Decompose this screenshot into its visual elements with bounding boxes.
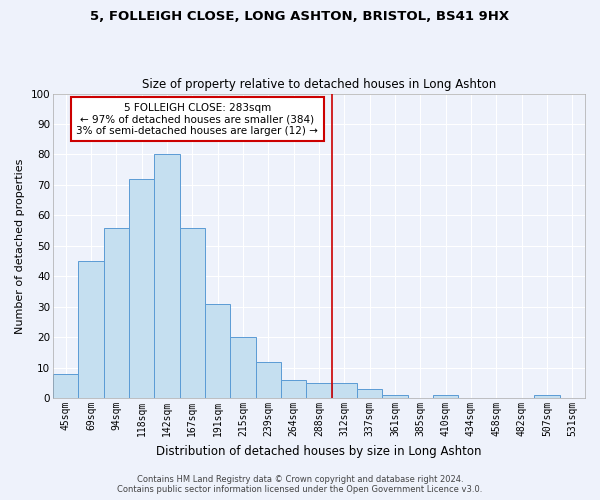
Y-axis label: Number of detached properties: Number of detached properties bbox=[15, 158, 25, 334]
Bar bbox=[154, 154, 179, 398]
Bar bbox=[129, 179, 154, 398]
Bar bbox=[281, 380, 307, 398]
Bar bbox=[307, 383, 332, 398]
Text: Contains HM Land Registry data © Crown copyright and database right 2024.
Contai: Contains HM Land Registry data © Crown c… bbox=[118, 474, 482, 494]
Bar bbox=[357, 389, 382, 398]
Bar bbox=[382, 395, 407, 398]
Bar bbox=[78, 261, 104, 398]
Bar bbox=[332, 383, 357, 398]
X-axis label: Distribution of detached houses by size in Long Ashton: Distribution of detached houses by size … bbox=[156, 444, 482, 458]
Bar bbox=[256, 362, 281, 398]
Bar bbox=[53, 374, 78, 398]
Bar bbox=[104, 228, 129, 398]
Title: Size of property relative to detached houses in Long Ashton: Size of property relative to detached ho… bbox=[142, 78, 496, 91]
Text: 5 FOLLEIGH CLOSE: 283sqm
← 97% of detached houses are smaller (384)
3% of semi-d: 5 FOLLEIGH CLOSE: 283sqm ← 97% of detach… bbox=[76, 102, 319, 136]
Bar bbox=[205, 304, 230, 398]
Bar bbox=[535, 395, 560, 398]
Text: 5, FOLLEIGH CLOSE, LONG ASHTON, BRISTOL, BS41 9HX: 5, FOLLEIGH CLOSE, LONG ASHTON, BRISTOL,… bbox=[91, 10, 509, 23]
Bar bbox=[433, 395, 458, 398]
Bar bbox=[179, 228, 205, 398]
Bar bbox=[230, 337, 256, 398]
